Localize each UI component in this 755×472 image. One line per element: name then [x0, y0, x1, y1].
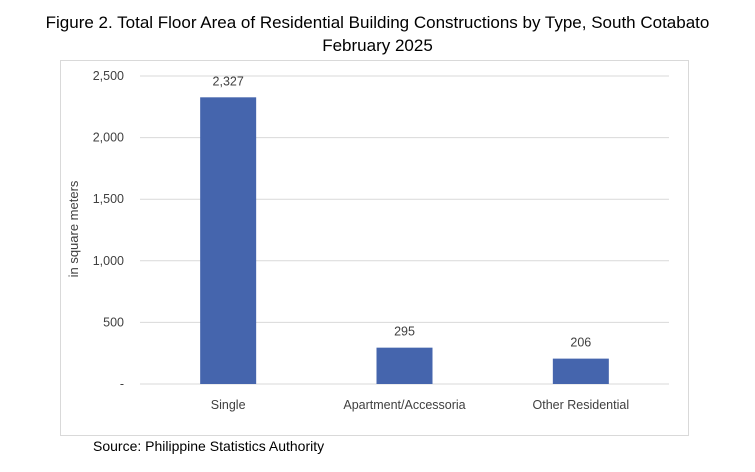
x-tick-label: Single: [211, 398, 246, 412]
bar: [200, 97, 257, 384]
y-tick-label: 500: [103, 315, 124, 329]
y-tick-label: -: [120, 377, 124, 391]
y-axis-ticks: - 500 1,000 1,500 2,000 2,500: [93, 69, 124, 391]
x-tick-label: Other Residential: [533, 398, 630, 412]
y-axis-label: in square meters: [66, 180, 81, 277]
bars: [200, 97, 609, 384]
bar: [552, 358, 609, 384]
data-label: 206: [570, 336, 591, 350]
x-axis-labels: Single Apartment/Accessoria Other Resident…: [211, 398, 629, 412]
y-tick-label: 1,000: [93, 254, 124, 268]
bar: [376, 347, 433, 384]
chart-title: Figure 2. Total Floor Area of Residentia…: [45, 13, 710, 32]
y-tick-label: 1,500: [93, 192, 124, 206]
chart-frame: [60, 60, 689, 436]
y-tick-label: 2,000: [93, 131, 124, 145]
data-label: 2,327: [213, 74, 244, 88]
y-tick-label: 2,500: [93, 69, 124, 83]
data-labels: 2,327 295 206: [213, 74, 592, 349]
source-note: Source: Philippine Statistics Authority: [93, 438, 325, 454]
chart-subtitle: February 2025: [322, 36, 433, 55]
data-label: 295: [394, 325, 415, 339]
x-tick-label: Apartment/Accessoria: [343, 398, 465, 412]
